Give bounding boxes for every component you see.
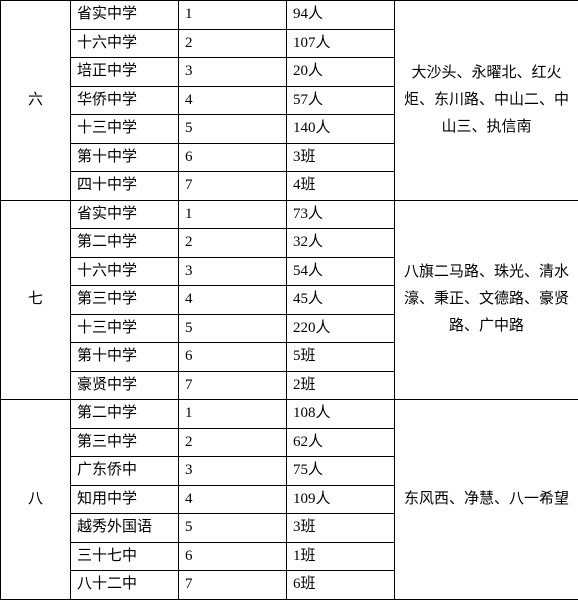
school-name-cell: 第十中学 [71,343,179,372]
order-cell: 7 [179,371,287,400]
count-cell: 140人 [287,115,395,144]
order-cell: 2 [179,229,287,258]
group-id-cell: 六 [1,1,71,201]
count-cell: 73人 [287,200,395,229]
school-name-cell: 十六中学 [71,257,179,286]
group-id-cell: 七 [1,200,71,400]
order-cell: 6 [179,143,287,172]
school-name-cell: 第二中学 [71,400,179,429]
school-name-cell: 十六中学 [71,29,179,58]
order-cell: 3 [179,257,287,286]
school-name-cell: 第三中学 [71,428,179,457]
order-cell: 5 [179,115,287,144]
order-cell: 4 [179,86,287,115]
school-name-cell: 十三中学 [71,314,179,343]
order-cell: 6 [179,343,287,372]
count-cell: 108人 [287,400,395,429]
count-cell: 3班 [287,143,395,172]
group-id-cell: 八 [1,400,71,600]
count-cell: 6班 [287,571,395,600]
school-name-cell: 越秀外国语 [71,514,179,543]
table-row: 八 第二中学 1 108人 东风西、净慧、八一希望 [1,400,578,429]
school-name-cell: 知用中学 [71,485,179,514]
school-name-cell: 培正中学 [71,58,179,87]
count-cell: 54人 [287,257,395,286]
count-cell: 32人 [287,229,395,258]
school-name-cell: 广东侨中 [71,457,179,486]
order-cell: 4 [179,286,287,315]
count-cell: 62人 [287,428,395,457]
order-cell: 3 [179,58,287,87]
order-cell: 5 [179,514,287,543]
school-name-cell: 八十二中 [71,571,179,600]
allocation-table: 六 省实中学 1 94人 大沙头、永曜北、红火炬、东川路、中山二、中山三、执信南… [0,0,578,600]
order-cell: 4 [179,485,287,514]
school-name-cell: 十三中学 [71,115,179,144]
count-cell: 4班 [287,172,395,201]
school-name-cell: 第三中学 [71,286,179,315]
school-name-cell: 省实中学 [71,200,179,229]
area-cell: 东风西、净慧、八一希望 [395,400,578,600]
order-cell: 6 [179,542,287,571]
order-cell: 5 [179,314,287,343]
count-cell: 5班 [287,343,395,372]
count-cell: 1班 [287,542,395,571]
count-cell: 3班 [287,514,395,543]
school-name-cell: 省实中学 [71,1,179,30]
school-name-cell: 第二中学 [71,229,179,258]
order-cell: 7 [179,571,287,600]
order-cell: 1 [179,200,287,229]
count-cell: 2班 [287,371,395,400]
order-cell: 1 [179,1,287,30]
school-name-cell: 华侨中学 [71,86,179,115]
count-cell: 75人 [287,457,395,486]
order-cell: 2 [179,428,287,457]
school-name-cell: 第十中学 [71,143,179,172]
count-cell: 45人 [287,286,395,315]
table-row: 六 省实中学 1 94人 大沙头、永曜北、红火炬、东川路、中山二、中山三、执信南 [1,1,578,30]
order-cell: 7 [179,172,287,201]
table-row: 七 省实中学 1 73人 八旗二马路、珠光、清水濠、秉正、文德路、豪贤路、广中路 [1,200,578,229]
school-name-cell: 三十七中 [71,542,179,571]
count-cell: 94人 [287,1,395,30]
count-cell: 220人 [287,314,395,343]
area-cell: 大沙头、永曜北、红火炬、东川路、中山二、中山三、执信南 [395,1,578,201]
school-name-cell: 豪贤中学 [71,371,179,400]
order-cell: 1 [179,400,287,429]
count-cell: 107人 [287,29,395,58]
order-cell: 3 [179,457,287,486]
school-name-cell: 四十中学 [71,172,179,201]
count-cell: 109人 [287,485,395,514]
count-cell: 20人 [287,58,395,87]
area-cell: 八旗二马路、珠光、清水濠、秉正、文德路、豪贤路、广中路 [395,200,578,400]
count-cell: 57人 [287,86,395,115]
order-cell: 2 [179,29,287,58]
